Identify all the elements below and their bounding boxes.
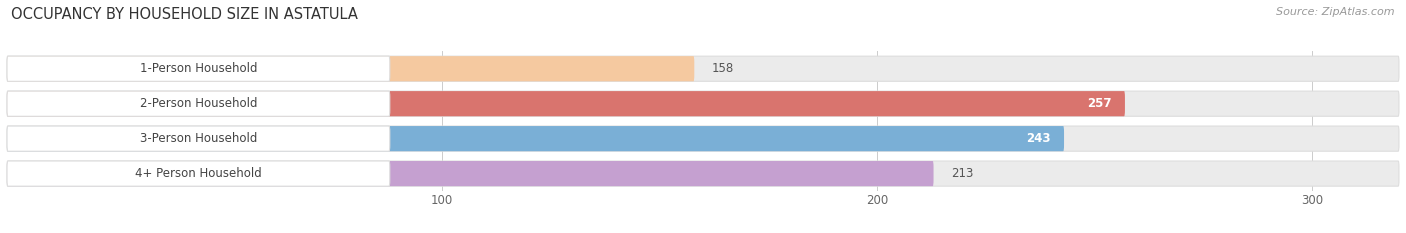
FancyBboxPatch shape [7, 56, 389, 81]
FancyBboxPatch shape [7, 161, 934, 186]
FancyBboxPatch shape [7, 91, 1125, 116]
Text: OCCUPANCY BY HOUSEHOLD SIZE IN ASTATULA: OCCUPANCY BY HOUSEHOLD SIZE IN ASTATULA [11, 7, 359, 22]
Text: 257: 257 [1087, 97, 1112, 110]
Text: Source: ZipAtlas.com: Source: ZipAtlas.com [1277, 7, 1395, 17]
Text: 243: 243 [1026, 132, 1052, 145]
Text: 3-Person Household: 3-Person Household [139, 132, 257, 145]
Text: 4+ Person Household: 4+ Person Household [135, 167, 262, 180]
Text: 2-Person Household: 2-Person Household [139, 97, 257, 110]
Text: 158: 158 [711, 62, 734, 75]
FancyBboxPatch shape [7, 91, 389, 116]
FancyBboxPatch shape [7, 126, 1399, 151]
FancyBboxPatch shape [7, 56, 695, 81]
FancyBboxPatch shape [7, 91, 1399, 116]
FancyBboxPatch shape [7, 161, 389, 186]
FancyBboxPatch shape [7, 126, 389, 151]
FancyBboxPatch shape [7, 161, 1399, 186]
Text: 1-Person Household: 1-Person Household [139, 62, 257, 75]
Text: 213: 213 [950, 167, 973, 180]
FancyBboxPatch shape [7, 126, 1064, 151]
FancyBboxPatch shape [7, 56, 1399, 81]
